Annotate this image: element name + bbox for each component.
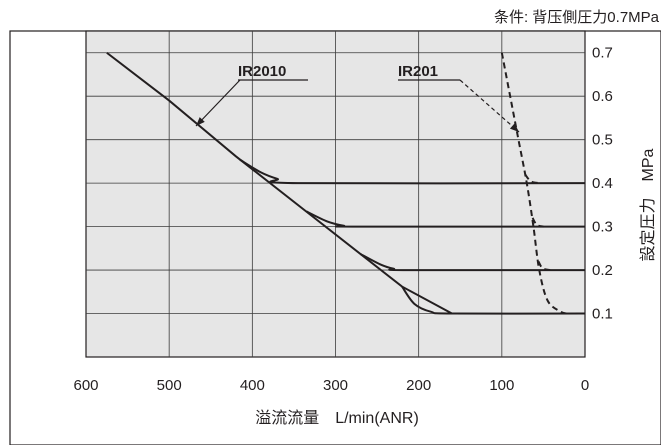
series-label-IR2010: IR2010 (238, 63, 286, 80)
condition-note: 条件: 背压側圧力0.7MPa (494, 9, 660, 26)
series-IR2010-envelope (106, 51, 453, 315)
series-label-IR201: IR201 (398, 63, 438, 80)
x-tick-label: 200 (406, 377, 431, 394)
series-IR2010-curve (401, 286, 586, 315)
y-tick-label: 0.1 (592, 306, 613, 323)
series-layer (106, 51, 586, 315)
series-IR201-curve (537, 260, 551, 272)
series-IR201 (500, 52, 568, 315)
x-tick-label: 100 (489, 377, 514, 394)
y-tick-labels: 0.1 0.2 0.3 0.4 0.5 0.6 0.7 (592, 45, 613, 323)
series-IR201-curve (524, 173, 540, 185)
x-tick-labels: 600 500 400 300 200 100 0 (73, 377, 589, 394)
y-tick-label: 0.7 (592, 45, 613, 62)
x-tick-label: 300 (323, 377, 348, 394)
y-axis-label: 設定圧力 MPa (639, 148, 657, 261)
x-tick-label: 400 (240, 377, 265, 394)
y-tick-label: 0.3 (592, 219, 613, 236)
y-tick-label: 0.5 (592, 132, 613, 149)
series-label-IR201-leader (459, 79, 520, 133)
series-IR2010-curve (305, 210, 586, 228)
y-tick-label: 0.6 (592, 88, 613, 105)
x-tick-label: 0 (581, 377, 589, 394)
y-tick-label: 0.2 (592, 262, 613, 279)
x-axis-label: 溢流流量 L/min(ANR) (255, 409, 419, 427)
series-label-IR2010-arrowhead (196, 117, 205, 126)
series-IR2010-curve (359, 253, 586, 272)
series-IR201-envelope (500, 52, 568, 315)
y-tick-label: 0.4 (592, 175, 613, 192)
x-tick-label: 500 (157, 377, 182, 394)
series-annotations: IR2010 IR201 (195, 63, 520, 133)
series-label-IR201-arrowhead (509, 123, 519, 132)
series-IR2010 (106, 51, 586, 315)
series-IR2010-curve (239, 158, 586, 185)
x-tick-label: 600 (73, 377, 98, 394)
series-IR201-curve (531, 217, 544, 228)
series-label-IR2010-leader (195, 79, 241, 127)
